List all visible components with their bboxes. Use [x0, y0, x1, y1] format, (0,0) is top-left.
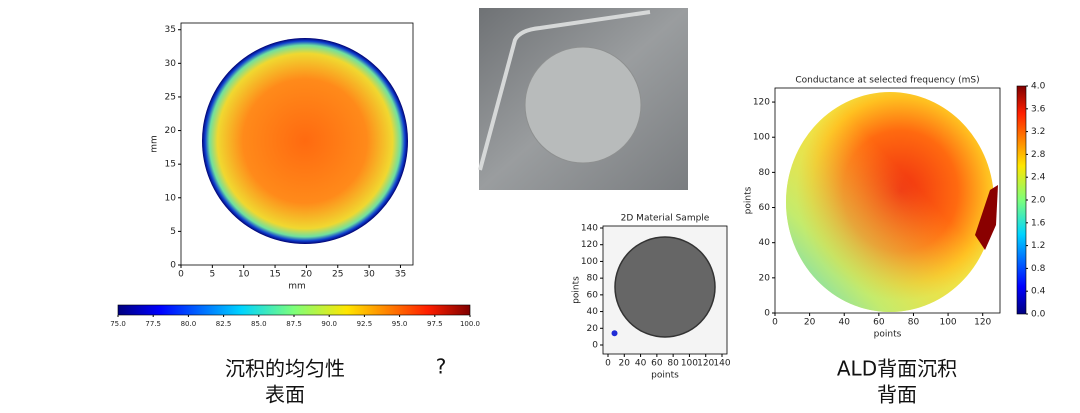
- x-tick-label: 0: [178, 270, 184, 280]
- y-tick-label: 120: [753, 98, 770, 108]
- plot-frame: [602, 225, 728, 355]
- y-tick-label: 0: [592, 341, 598, 351]
- marker: [611, 330, 618, 337]
- y-tick-label: 10: [165, 193, 177, 203]
- y-tick-label: 120: [581, 240, 598, 250]
- colorbar-tick-label: 1.2: [1031, 241, 1045, 251]
- x-tick-label: 40: [635, 359, 647, 369]
- x-tick-label: 25: [332, 270, 343, 280]
- colorbar: [1016, 85, 1027, 315]
- x-tick-label: 20: [804, 318, 816, 328]
- y-tick-label: 100: [753, 133, 770, 143]
- heatmap-disc: [202, 38, 408, 244]
- heatmap-disc-shade: [786, 92, 994, 312]
- x-tick-label: 30: [363, 270, 375, 280]
- y-tick-label: 100: [581, 257, 598, 267]
- photo-rod: [478, 10, 651, 171]
- colorbar-tick-label: 95.0: [392, 320, 408, 328]
- x-tick-label: 40: [839, 318, 851, 328]
- colorbar-tick-label: 80.0: [181, 320, 197, 328]
- x-tick-label: 20: [619, 359, 631, 369]
- colorbar-tick-label: 85.0: [251, 320, 267, 328]
- colorbar-tick-label: 0.8: [1031, 264, 1046, 274]
- caption: ?: [436, 355, 447, 379]
- caption: 沉积的均匀性: [225, 357, 345, 381]
- x-tick-label: 0: [605, 359, 611, 369]
- y-tick-label: 80: [587, 274, 599, 284]
- colorbar-tick-label: 1.6: [1031, 218, 1046, 228]
- colorbar-tick-label: 4.0: [1031, 82, 1046, 92]
- y-tick-label: 15: [165, 160, 176, 170]
- x-tick-label: 60: [651, 359, 663, 369]
- x-tick-label: 80: [908, 318, 920, 328]
- x-tick-label: 35: [395, 270, 406, 280]
- y-axis-label: points: [744, 186, 754, 214]
- photo-wafer: [524, 46, 642, 164]
- colorbar-tick-label: 2.4: [1031, 173, 1046, 183]
- colorbar-tick-label: 100.0: [460, 320, 480, 328]
- x-tick-label: 60: [873, 318, 885, 328]
- x-tick-label: 0: [772, 318, 778, 328]
- colorbar-tick-label: 77.5: [145, 320, 161, 328]
- plot-frame: [774, 87, 1001, 314]
- y-tick-label: 20: [759, 273, 771, 283]
- colorbar-tick-label: 90.0: [321, 320, 337, 328]
- caption: 背面: [877, 383, 917, 407]
- colorbar-tick-label: 3.2: [1031, 127, 1045, 137]
- colorbar-tick-label: 2.8: [1031, 150, 1046, 160]
- y-axis-label: points: [572, 276, 582, 304]
- x-axis-label: points: [651, 371, 679, 381]
- y-tick-label: 25: [165, 92, 176, 102]
- x-tick-label: 140: [713, 359, 730, 369]
- y-axis-label: mm: [150, 135, 160, 153]
- x-tick-label: 10: [238, 270, 250, 280]
- colorbar: [117, 304, 471, 316]
- x-tick-label: 20: [301, 270, 313, 280]
- heatmap-patch: [975, 185, 998, 250]
- colorbar-tick-label: 87.5: [286, 320, 302, 328]
- plot-frame: [180, 22, 414, 266]
- y-tick-label: 80: [759, 168, 771, 178]
- colorbar-tick-label: 75.0: [110, 320, 126, 328]
- caption: ALD背面沉积: [837, 357, 957, 381]
- y-tick-label: 140: [581, 224, 598, 234]
- chart-title: 2D Material Sample: [621, 214, 710, 224]
- x-axis-label: mm: [288, 282, 306, 292]
- x-tick-label: 100: [681, 359, 698, 369]
- y-tick-label: 20: [587, 324, 599, 334]
- colorbar-tick-label: 0.0: [1031, 310, 1046, 320]
- colorbar-tick-label: 92.5: [357, 320, 373, 328]
- x-axis-label: points: [874, 330, 902, 340]
- y-tick-label: 20: [165, 126, 177, 136]
- heatmap-disc: [614, 236, 716, 338]
- chart-title: Conductance at selected frequency (mS): [795, 76, 979, 86]
- y-tick-label: 5: [170, 227, 176, 237]
- colorbar-tick-label: 82.5: [216, 320, 232, 328]
- x-tick-label: 100: [939, 318, 956, 328]
- y-tick-label: 30: [165, 59, 177, 69]
- x-tick-label: 120: [697, 359, 714, 369]
- y-tick-label: 40: [759, 238, 771, 248]
- x-tick-label: 5: [209, 270, 215, 280]
- x-tick-label: 120: [974, 318, 991, 328]
- y-tick-label: 35: [165, 25, 176, 35]
- colorbar-tick-label: 2.0: [1031, 196, 1046, 206]
- caption: 表面: [265, 383, 305, 407]
- x-tick-label: 15: [269, 270, 280, 280]
- y-tick-label: 0: [764, 309, 770, 319]
- y-tick-label: 0: [170, 261, 176, 271]
- y-tick-label: 40: [587, 307, 599, 317]
- colorbar-tick-label: 3.6: [1031, 104, 1046, 114]
- x-tick-label: 80: [667, 359, 679, 369]
- colorbar-tick-label: 0.4: [1031, 287, 1046, 297]
- y-tick-label: 60: [759, 203, 771, 213]
- colorbar-tick-label: 97.5: [427, 320, 443, 328]
- y-tick-label: 60: [587, 290, 599, 300]
